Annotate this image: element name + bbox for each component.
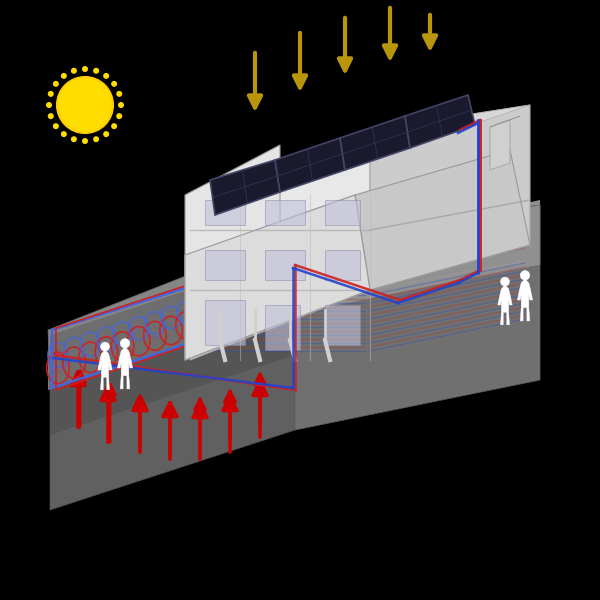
Bar bbox=[325, 305, 360, 345]
Bar bbox=[205, 300, 245, 345]
Polygon shape bbox=[48, 255, 295, 390]
Bar bbox=[205, 250, 245, 280]
Polygon shape bbox=[50, 310, 295, 435]
Circle shape bbox=[500, 277, 509, 286]
Polygon shape bbox=[190, 130, 370, 360]
Polygon shape bbox=[185, 145, 280, 360]
Polygon shape bbox=[290, 205, 540, 315]
Bar bbox=[265, 200, 305, 225]
Polygon shape bbox=[275, 138, 345, 192]
Polygon shape bbox=[498, 285, 512, 325]
Polygon shape bbox=[355, 150, 530, 290]
Bar bbox=[325, 250, 360, 280]
Circle shape bbox=[116, 113, 122, 119]
Polygon shape bbox=[185, 195, 370, 360]
Polygon shape bbox=[490, 116, 520, 127]
Polygon shape bbox=[405, 95, 475, 148]
Circle shape bbox=[101, 342, 110, 351]
Polygon shape bbox=[50, 310, 295, 510]
Circle shape bbox=[93, 136, 99, 142]
Bar bbox=[265, 305, 300, 350]
Circle shape bbox=[48, 91, 54, 97]
Circle shape bbox=[118, 102, 124, 108]
Circle shape bbox=[61, 131, 67, 137]
Polygon shape bbox=[517, 279, 533, 321]
Circle shape bbox=[520, 271, 530, 280]
Polygon shape bbox=[98, 350, 112, 390]
Polygon shape bbox=[50, 255, 295, 390]
Circle shape bbox=[46, 102, 52, 108]
Circle shape bbox=[111, 81, 117, 87]
Bar bbox=[265, 250, 305, 280]
Circle shape bbox=[71, 68, 77, 74]
Circle shape bbox=[103, 131, 109, 137]
Circle shape bbox=[111, 123, 117, 129]
Circle shape bbox=[93, 68, 99, 74]
Bar bbox=[205, 200, 245, 225]
Polygon shape bbox=[185, 290, 280, 360]
Circle shape bbox=[116, 91, 122, 97]
Polygon shape bbox=[190, 105, 530, 220]
Bar bbox=[325, 200, 360, 225]
Polygon shape bbox=[118, 347, 133, 389]
Circle shape bbox=[103, 73, 109, 79]
Circle shape bbox=[53, 81, 59, 87]
Circle shape bbox=[120, 338, 130, 348]
Circle shape bbox=[53, 123, 59, 129]
Polygon shape bbox=[295, 260, 540, 430]
Polygon shape bbox=[490, 120, 510, 170]
Polygon shape bbox=[48, 205, 540, 390]
Circle shape bbox=[71, 136, 77, 142]
Polygon shape bbox=[340, 116, 410, 170]
Circle shape bbox=[57, 77, 113, 133]
Polygon shape bbox=[295, 200, 540, 310]
Circle shape bbox=[48, 113, 54, 119]
Polygon shape bbox=[210, 160, 280, 215]
Polygon shape bbox=[185, 195, 370, 360]
Polygon shape bbox=[370, 105, 530, 290]
Circle shape bbox=[82, 66, 88, 72]
Circle shape bbox=[61, 73, 67, 79]
Circle shape bbox=[82, 138, 88, 144]
